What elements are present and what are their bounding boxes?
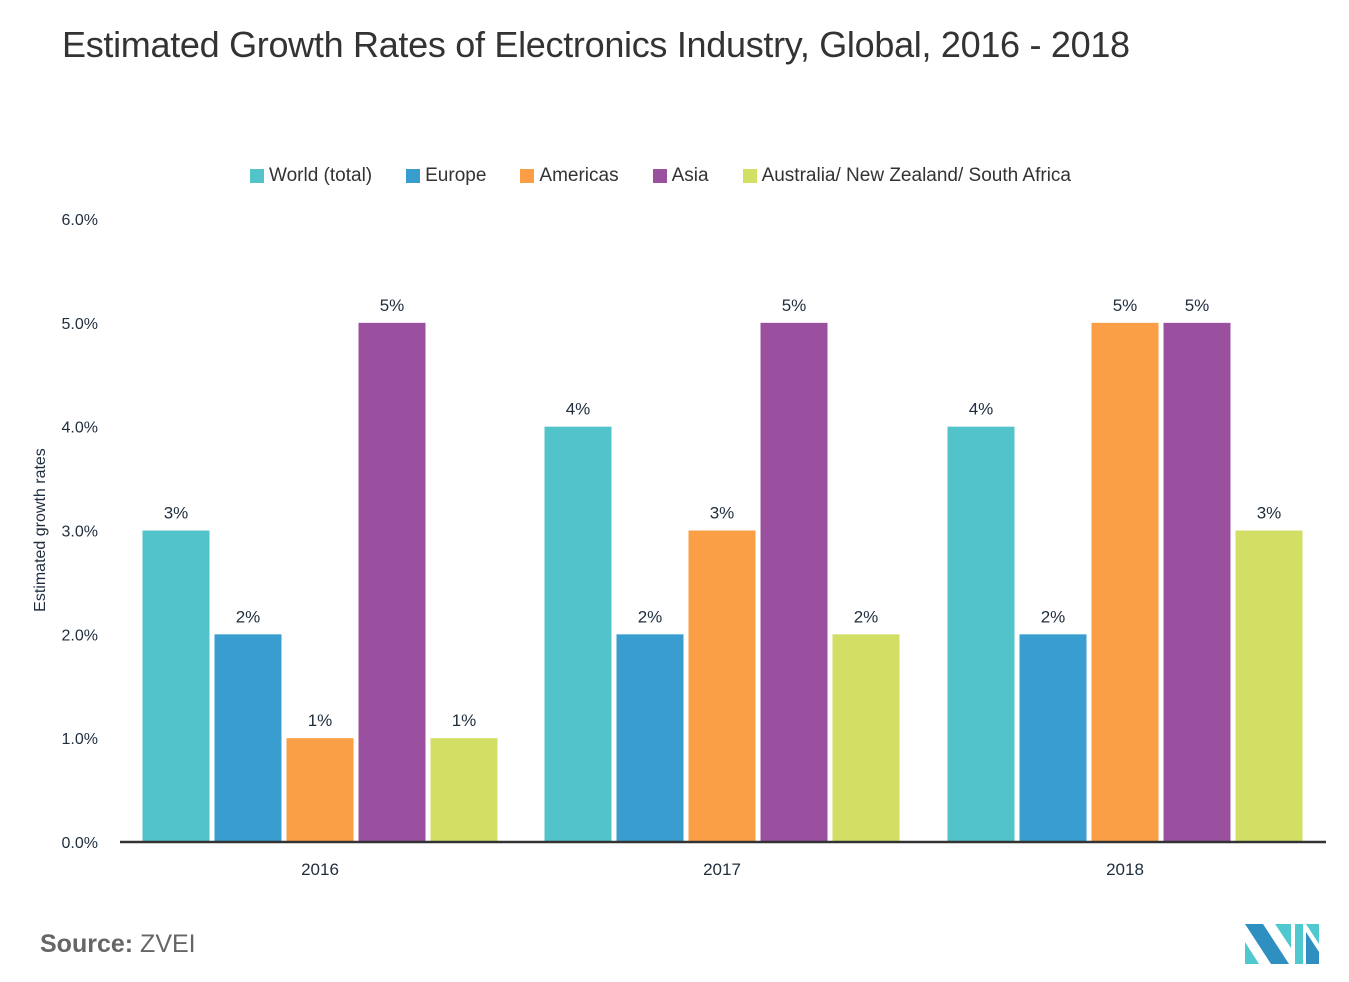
bar	[760, 322, 828, 842]
bar	[358, 322, 426, 842]
bar	[430, 738, 498, 842]
data-label: 2%	[1041, 607, 1066, 626]
legend-item: Asia	[652, 165, 709, 187]
bar	[286, 738, 354, 842]
y-tick-label: 6.0%	[62, 212, 98, 229]
bar	[1091, 322, 1159, 842]
x-tick-label: 2017	[703, 860, 741, 879]
y-tick-label: 1.0%	[62, 731, 98, 748]
data-label: 5%	[782, 296, 807, 315]
data-label: 5%	[1185, 296, 1210, 315]
legend-swatch	[652, 169, 667, 183]
data-label: 5%	[380, 296, 405, 315]
data-label: 3%	[710, 504, 735, 523]
bars	[142, 322, 1303, 842]
source-note: Source: ZVEI	[40, 930, 196, 959]
legend-item: Europe	[406, 165, 486, 187]
legend: World (total) Europe Americas Asia Australia…	[250, 165, 1105, 187]
data-label: 4%	[566, 400, 591, 419]
data-label: 2%	[236, 607, 261, 626]
bar	[142, 530, 210, 842]
legend-swatch	[520, 169, 535, 183]
legend-swatch	[250, 169, 264, 183]
chart-title: Estimated Growth Rates of Electronics In…	[62, 24, 1130, 65]
x-tick-label: 2016	[301, 860, 339, 879]
legend-label: Americas	[539, 165, 619, 186]
x-axis-labels: 2016 2017 2018	[301, 860, 1144, 879]
data-label: 2%	[638, 607, 663, 626]
y-tick-label: 4.0%	[62, 420, 98, 437]
data-label: 2%	[854, 607, 879, 626]
legend-swatch	[406, 169, 421, 183]
legend-item: World (total)	[250, 165, 372, 187]
y-tick-label: 2.0%	[62, 627, 98, 644]
bar	[1235, 530, 1303, 842]
bar	[688, 530, 756, 842]
legend-label: World (total)	[269, 165, 373, 186]
legend-item: Americas	[520, 165, 619, 187]
y-axis-ticks: 0.0% 1.0% 2.0% 3.0% 4.0% 5.0% 6.0%	[62, 212, 98, 852]
y-tick-label: 0.0%	[62, 835, 98, 852]
source-value: ZVEI	[140, 930, 196, 958]
legend-swatch	[742, 169, 757, 183]
bar	[616, 634, 684, 842]
bar	[1019, 634, 1087, 842]
data-label: 3%	[1257, 504, 1282, 523]
data-label: 5%	[1113, 296, 1138, 315]
legend-label: Asia	[671, 165, 709, 186]
bar	[1163, 322, 1231, 842]
source-label: Source:	[40, 930, 134, 958]
bar	[832, 634, 900, 842]
bar	[544, 426, 612, 842]
x-tick-label: 2018	[1106, 860, 1144, 879]
bar	[214, 634, 282, 842]
bar	[947, 426, 1015, 842]
y-tick-label: 3.0%	[62, 524, 98, 541]
data-label: 4%	[969, 400, 994, 419]
data-labels: 3% 2% 1% 5% 1% 4% 2% 3% 5% 2% 4% 2% 5% 5% 3%	[164, 296, 1282, 730]
mordor-intelligence-logo-icon	[1245, 924, 1319, 964]
y-axis-label: Estimated growth rates	[32, 448, 49, 612]
legend-label: Australia/ New Zealand/ South Africa	[761, 165, 1071, 186]
legend-item: Australia/ New Zealand/ South Africa	[742, 165, 1071, 187]
y-tick-label: 5.0%	[62, 316, 98, 333]
data-label: 3%	[164, 504, 189, 523]
legend-label: Europe	[425, 165, 487, 186]
data-label: 1%	[308, 711, 333, 730]
data-label: 1%	[452, 711, 477, 730]
